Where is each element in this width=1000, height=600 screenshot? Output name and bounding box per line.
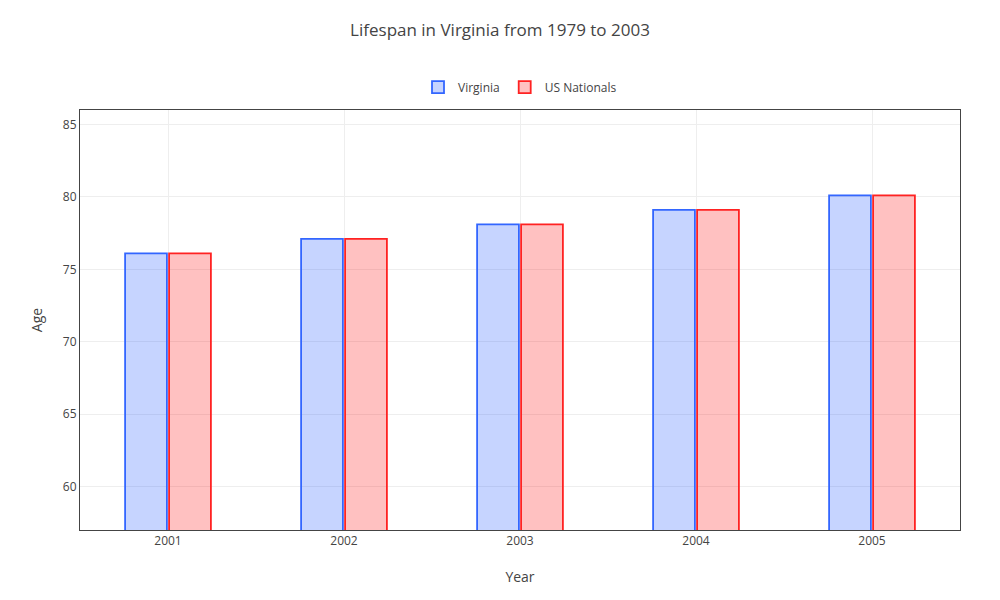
svg-text:2004: 2004 [682, 532, 710, 549]
svg-text:70: 70 [63, 333, 77, 350]
svg-text:85: 85 [63, 116, 77, 133]
svg-text:2002: 2002 [330, 532, 358, 549]
svg-text:Lifespan in Virginia from 1979: Lifespan in Virginia from 1979 to 2003 [350, 18, 650, 41]
svg-text:65: 65 [63, 405, 77, 422]
svg-text:Age: Age [27, 308, 46, 332]
svg-text:Year: Year [505, 567, 534, 586]
svg-text:2001: 2001 [154, 532, 181, 549]
svg-text:75: 75 [63, 261, 77, 278]
svg-text:60: 60 [63, 478, 77, 495]
svg-text:2005: 2005 [858, 532, 886, 549]
svg-text:2003: 2003 [506, 532, 534, 549]
svg-text:80: 80 [63, 188, 77, 205]
svg-text:Virginia: Virginia [458, 79, 500, 96]
svg-text:US Nationals: US Nationals [545, 79, 617, 96]
